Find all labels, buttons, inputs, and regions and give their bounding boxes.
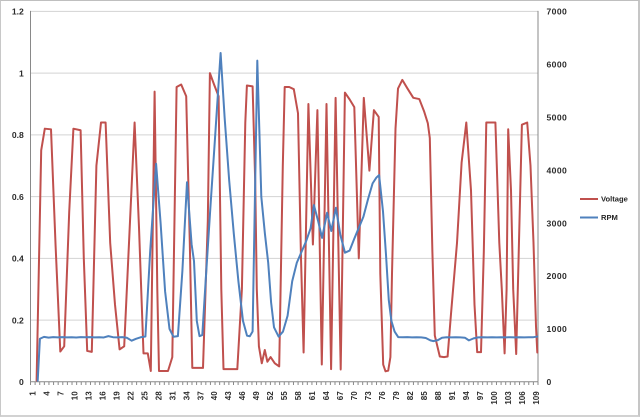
svg-text:5000: 5000 [547,112,568,122]
svg-text:61: 61 [308,391,317,400]
svg-text:106: 106 [518,391,527,405]
svg-text:0.8: 0.8 [12,130,24,140]
svg-text:1: 1 [29,391,38,396]
svg-text:64: 64 [322,391,331,400]
svg-text:40: 40 [210,391,219,400]
svg-text:0.2: 0.2 [12,315,24,325]
svg-text:91: 91 [448,391,457,400]
svg-text:31: 31 [168,391,177,400]
svg-text:0.4: 0.4 [12,254,24,264]
svg-text:0: 0 [19,377,24,387]
svg-text:97: 97 [476,391,485,400]
svg-text:76: 76 [378,391,387,400]
svg-text:43: 43 [224,391,233,400]
svg-text:1000: 1000 [547,324,568,334]
svg-text:34: 34 [182,391,191,400]
svg-text:88: 88 [434,391,443,400]
svg-text:79: 79 [392,391,401,400]
svg-text:1.2: 1.2 [12,7,24,17]
svg-text:37: 37 [196,391,205,400]
svg-text:28: 28 [154,391,163,400]
svg-text:16: 16 [98,391,107,400]
svg-text:RPM: RPM [601,213,618,222]
svg-text:73: 73 [364,391,373,400]
svg-text:103: 103 [504,391,513,405]
svg-text:67: 67 [336,391,345,400]
svg-text:52: 52 [266,391,275,400]
svg-text:4000: 4000 [547,165,568,175]
svg-text:94: 94 [462,391,471,400]
svg-text:58: 58 [294,391,303,400]
svg-text:22: 22 [126,391,135,400]
svg-text:3000: 3000 [547,218,568,228]
svg-text:1: 1 [19,68,24,78]
svg-text:0.6: 0.6 [12,192,24,202]
svg-text:82: 82 [406,391,415,400]
svg-text:55: 55 [280,391,289,400]
svg-text:85: 85 [420,391,429,400]
svg-text:100: 100 [490,391,499,405]
svg-text:10: 10 [70,391,79,400]
svg-text:6000: 6000 [547,60,568,70]
svg-text:13: 13 [84,391,93,400]
svg-text:7: 7 [57,391,66,396]
svg-text:Voltage: Voltage [601,195,628,204]
svg-text:7000: 7000 [547,7,568,17]
svg-text:0: 0 [547,377,552,387]
svg-text:46: 46 [238,391,247,400]
svg-text:49: 49 [252,391,261,400]
svg-text:4: 4 [43,391,52,396]
svg-text:19: 19 [112,391,121,400]
svg-text:2000: 2000 [547,271,568,281]
svg-text:109: 109 [532,391,541,405]
svg-text:70: 70 [350,391,359,400]
svg-text:25: 25 [140,391,149,400]
